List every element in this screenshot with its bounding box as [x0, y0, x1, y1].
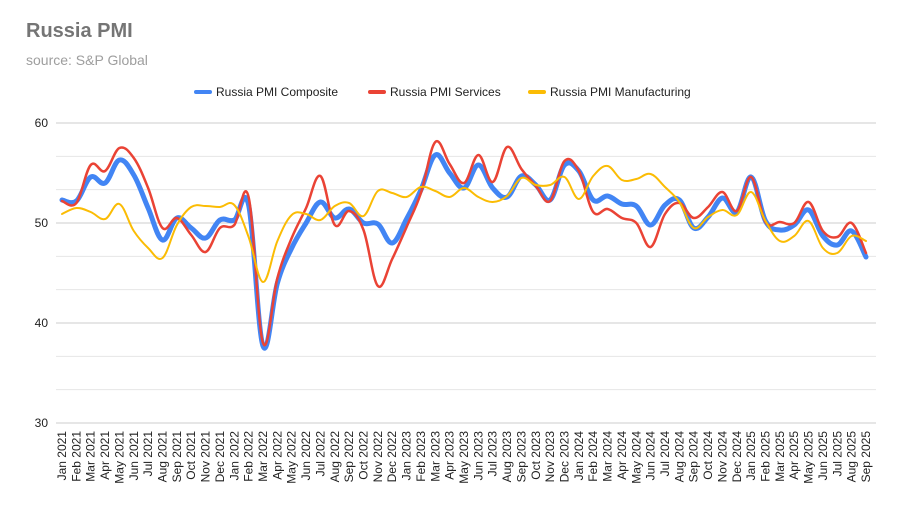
x-tick-label: Feb 2025 [759, 431, 773, 482]
x-tick-label: Sep 2021 [170, 431, 184, 483]
x-tick-label: Feb 2022 [242, 431, 256, 482]
x-tick-label: Sep 2024 [687, 431, 701, 483]
x-tick-label: Apr 2022 [270, 431, 284, 480]
series-line-1 [59, 152, 869, 351]
x-tick-label: Oct 2021 [184, 431, 198, 480]
x-tick-label: Apr 2021 [98, 431, 112, 480]
legend-label: Russia PMI Manufacturing [550, 85, 691, 99]
y-tick-label: 40 [35, 316, 49, 330]
x-tick-label: Dec 2021 [213, 431, 227, 483]
x-tick-label: Aug 2024 [672, 431, 686, 483]
x-tick-label: Aug 2021 [156, 431, 170, 483]
x-tick-label: Jun 2023 [471, 431, 485, 481]
x-tick-label: Mar 2023 [428, 431, 442, 482]
chart-title: Russia PMI [26, 20, 133, 42]
x-tick-label: Jul 2024 [658, 431, 672, 477]
x-tick-label: Jul 2025 [830, 431, 844, 477]
legend-label: Russia PMI Composite [216, 85, 338, 99]
x-tick-label: Mar 2024 [601, 431, 615, 482]
legend: Russia PMI Composite Russia PMI Services R… [194, 85, 691, 99]
x-tick-label: Nov 2021 [199, 431, 213, 483]
legend-item: Russia PMI Services [368, 85, 501, 99]
y-axis-ticks: 30 40 50 60 [35, 116, 49, 430]
x-tick-label: Apr 2025 [787, 431, 801, 480]
x-tick-label: May 2024 [629, 431, 643, 484]
x-tick-label: Jan 2021 [55, 431, 69, 481]
x-tick-label: May 2021 [112, 431, 126, 484]
x-tick-label: Jun 2025 [816, 431, 830, 481]
chart-subtitle: source: S&P Global [26, 52, 148, 68]
x-tick-label: Aug 2025 [845, 431, 859, 483]
x-tick-label: Jul 2023 [486, 431, 500, 477]
legend-item: Russia PMI Composite [194, 85, 338, 99]
x-tick-label: Mar 2022 [256, 431, 270, 482]
legend-item: Russia PMI Manufacturing [528, 85, 691, 99]
x-tick-label: Dec 2023 [558, 431, 572, 483]
x-tick-label: Jan 2022 [227, 431, 241, 481]
x-tick-label: Feb 2024 [586, 431, 600, 482]
x-tick-label: Aug 2022 [328, 431, 342, 483]
y-tick-label: 30 [35, 416, 49, 430]
x-tick-label: Jan 2023 [400, 431, 414, 481]
series-lines [59, 139, 869, 351]
x-tick-label: May 2023 [457, 431, 471, 484]
x-tick-label: Feb 2021 [69, 431, 83, 482]
x-tick-label: Dec 2024 [730, 431, 744, 483]
x-tick-label: Oct 2024 [701, 431, 715, 480]
x-tick-label: Sep 2022 [342, 431, 356, 483]
x-tick-label: Jul 2022 [313, 431, 327, 477]
x-tick-label: Dec 2022 [385, 431, 399, 483]
legend-label: Russia PMI Services [390, 85, 501, 99]
x-tick-label: Oct 2023 [529, 431, 543, 480]
x-tick-label: May 2025 [802, 431, 816, 484]
x-tick-label: Sep 2025 [859, 431, 873, 483]
x-tick-label: Apr 2024 [615, 431, 629, 480]
x-tick-label: Feb 2023 [414, 431, 428, 482]
x-tick-label: May 2022 [285, 431, 299, 484]
x-axis-ticks: Jan 2021 Feb 2021 Mar 2021 Apr 2021 May 2021… [55, 431, 873, 484]
series-line-3 [61, 164, 867, 283]
x-tick-label: Mar 2025 [773, 431, 787, 482]
series-line-2 [60, 139, 868, 347]
x-tick-label: Jan 2025 [744, 431, 758, 481]
y-tick-label: 50 [35, 216, 49, 230]
x-tick-label: Jul 2021 [141, 431, 155, 477]
x-tick-label: Oct 2022 [357, 431, 371, 480]
x-tick-label: Nov 2023 [543, 431, 557, 483]
y-tick-label: 60 [35, 116, 49, 130]
x-tick-label: Apr 2023 [443, 431, 457, 480]
x-tick-label: Sep 2023 [514, 431, 528, 483]
gridlines [56, 122, 876, 424]
x-tick-label: Jan 2024 [572, 431, 586, 481]
x-tick-label: Nov 2024 [715, 431, 729, 483]
x-tick-label: Jun 2021 [127, 431, 141, 481]
x-tick-label: Mar 2021 [84, 431, 98, 482]
x-tick-label: Aug 2023 [500, 431, 514, 483]
x-tick-label: Jun 2024 [644, 431, 658, 481]
x-tick-label: Nov 2022 [371, 431, 385, 483]
x-tick-label: Jun 2022 [299, 431, 313, 481]
